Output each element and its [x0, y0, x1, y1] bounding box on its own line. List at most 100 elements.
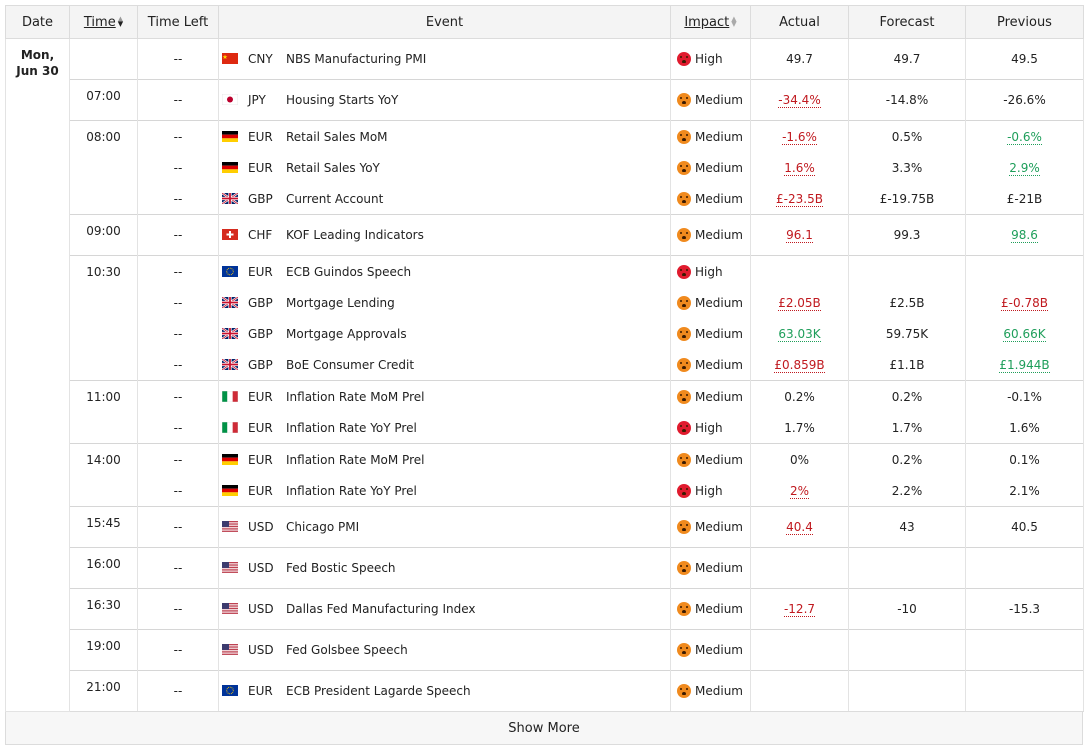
- event-cell[interactable]: USD Fed Bostic Speech: [218, 547, 671, 589]
- event-row[interactable]: -- GBP BoE Consumer Credit Medium £0.859B £1.…: [6, 349, 1084, 381]
- forecast-value: £1.1B: [889, 357, 925, 372]
- forecast-value: 2.2%: [891, 483, 923, 498]
- event-row[interactable]: 08:00 -- EUR Retail Sales MoM Medium -1.6% 0.5…: [6, 120, 1084, 215]
- event-row[interactable]: -- GBP Mortgage Approvals Medium 63.03K 59.75…: [6, 318, 1084, 349]
- event-name[interactable]: Housing Starts YoY: [286, 93, 399, 107]
- event-row[interactable]: 11:00 -- EUR Inflation Rate MoM Prel Medium 0…: [6, 380, 1084, 444]
- event-name[interactable]: Fed Golsbee Speech: [286, 643, 408, 657]
- event-row[interactable]: -- EUR Inflation Rate YoY Prel High 1.7% 1.7%…: [6, 412, 1084, 444]
- event-row[interactable]: -- EUR Retail Sales YoY Medium 1.6% 3.3% 2.9%: [6, 152, 1084, 183]
- event-cell[interactable]: EUR ECB Guindos Speech: [218, 255, 671, 287]
- impact-cell: Medium: [670, 152, 751, 183]
- time-cell: 16:00: [69, 547, 138, 589]
- event-cell[interactable]: GBP Mortgage Approvals: [218, 318, 671, 349]
- event-cell[interactable]: JPY Housing Starts YoY: [218, 79, 671, 121]
- event-row[interactable]: -- GBP Mortgage Lending Medium £2.05B £2.5B £-…: [6, 287, 1084, 318]
- event-row[interactable]: 15:45 -- USD Chicago PMI Medium 40.4 43 40.5: [6, 506, 1084, 548]
- event-cell[interactable]: CHF KOF Leading Indicators: [218, 214, 671, 256]
- previous-value: -26.6%: [1003, 93, 1046, 107]
- event-cell[interactable]: EUR Retail Sales MoM: [218, 120, 671, 152]
- event-name[interactable]: Mortgage Lending: [286, 295, 395, 310]
- impact-cell: Medium: [670, 629, 751, 671]
- event-name[interactable]: Retail Sales YoY: [286, 160, 380, 175]
- event-row[interactable]: -- EUR Inflation Rate YoY Prel High 2% 2.2% 2.…: [6, 475, 1084, 507]
- currency-label: USD: [248, 602, 274, 616]
- event-row[interactable]: 10:30 -- EUR ECB Guindos Speech High: [6, 255, 1084, 381]
- impact-label: Medium: [695, 129, 743, 144]
- event-name[interactable]: KOF Leading Indicators: [286, 228, 424, 242]
- currency-label: GBP: [248, 326, 273, 341]
- header-time-left: Time Left: [137, 5, 219, 39]
- actual-value: 0%: [789, 452, 810, 467]
- time-cell: 10:30: [69, 255, 138, 381]
- time-cell: 21:00: [69, 670, 138, 712]
- event-cell[interactable]: GBP Mortgage Lending: [218, 287, 671, 318]
- time-left-cell: --: [137, 38, 219, 80]
- impact-label: Medium: [695, 602, 743, 616]
- event-name[interactable]: ECB President Lagarde Speech: [286, 684, 471, 698]
- forecast-cell: 2.2%: [848, 475, 966, 507]
- germany-flag-icon: [222, 453, 238, 465]
- event-name[interactable]: Dallas Fed Manufacturing Index: [286, 602, 476, 616]
- event-name[interactable]: Inflation Rate MoM Prel: [286, 452, 425, 467]
- actual-cell: 49.7: [750, 38, 849, 80]
- event-name[interactable]: Current Account: [286, 191, 384, 206]
- time-cell: 14:00: [69, 443, 138, 507]
- event-row[interactable]: 09:00 -- CHF KOF Leading Indicators Medium 96…: [6, 214, 1084, 256]
- impact-label: Medium: [695, 452, 743, 467]
- time-left-cell: --: [137, 670, 219, 712]
- event-row[interactable]: 16:30 -- USD Dallas Fed Manufacturing Index…: [6, 588, 1084, 630]
- impact-label: Medium: [695, 389, 743, 404]
- event-name[interactable]: Chicago PMI: [286, 520, 360, 534]
- forecast-cell: £1.1B: [848, 349, 966, 381]
- event-row[interactable]: Mon, Jun 30 -- CNY NBS Manufacturing PMI High…: [5, 38, 1084, 712]
- impact-medium-icon: [677, 684, 691, 698]
- event-name[interactable]: Inflation Rate MoM Prel: [286, 389, 425, 404]
- time-cell: 16:30: [69, 588, 138, 630]
- event-name[interactable]: Mortgage Approvals: [286, 326, 407, 341]
- event-name[interactable]: BoE Consumer Credit: [286, 357, 415, 372]
- event-cell[interactable]: EUR Inflation Rate YoY Prel: [218, 412, 671, 444]
- event-cell[interactable]: CNY NBS Manufacturing PMI: [218, 38, 671, 80]
- event-cell[interactable]: EUR Inflation Rate MoM Prel: [218, 443, 671, 475]
- event-cell[interactable]: USD Chicago PMI: [218, 506, 671, 548]
- event-cell[interactable]: USD Fed Golsbee Speech: [218, 629, 671, 671]
- japan-flag-icon: [221, 93, 239, 106]
- impact-cell: Medium: [670, 349, 751, 381]
- previous-cell: 2.1%: [965, 475, 1084, 507]
- event-cell[interactable]: EUR Retail Sales YoY: [218, 152, 671, 183]
- event-cell[interactable]: GBP Current Account: [218, 183, 671, 215]
- event-name[interactable]: Retail Sales MoM: [286, 129, 388, 144]
- impact-medium-icon: [677, 602, 691, 616]
- event-name[interactable]: Inflation Rate YoY Prel: [286, 483, 417, 498]
- header-time-sort[interactable]: Time ▲ ▼: [69, 5, 138, 39]
- event-row[interactable]: 14:00 -- EUR Inflation Rate MoM Prel Medium 0…: [6, 443, 1084, 507]
- event-cell[interactable]: EUR ECB President Lagarde Speech: [218, 670, 671, 712]
- event-row[interactable]: 19:00 -- USD Fed Golsbee Speech Medium: [6, 629, 1084, 671]
- event-row[interactable]: 21:00 -- EUR ECB President Lagarde Speech Me…: [6, 670, 1084, 712]
- previous-value: 2.1%: [1009, 483, 1040, 498]
- event-name[interactable]: ECB Guindos Speech: [286, 264, 412, 279]
- event-row[interactable]: 16:00 -- USD Fed Bostic Speech Medium: [6, 547, 1084, 589]
- event-row[interactable]: 07:00 -- JPY Housing Starts YoY Medium -34.4%…: [6, 79, 1084, 121]
- event-cell[interactable]: USD Dallas Fed Manufacturing Index: [218, 588, 671, 630]
- time-left-cell: --: [137, 629, 219, 671]
- event-cell[interactable]: EUR Inflation Rate YoY Prel: [218, 475, 671, 507]
- event-cell[interactable]: GBP BoE Consumer Credit: [218, 349, 671, 381]
- currency-label: EUR: [248, 420, 273, 435]
- header-impact-sort[interactable]: Impact ▲ ▼: [670, 5, 751, 39]
- date-cell: Mon, Jun 30: [5, 38, 70, 712]
- event-cell[interactable]: EUR Inflation Rate MoM Prel: [218, 380, 671, 412]
- actual-cell: £0.859B: [750, 349, 849, 381]
- previous-cell: 1.6%: [965, 412, 1084, 444]
- actual-cell: [750, 255, 849, 287]
- event-name[interactable]: Fed Bostic Speech: [286, 561, 396, 575]
- event-name[interactable]: Inflation Rate YoY Prel: [286, 420, 417, 435]
- event-name[interactable]: NBS Manufacturing PMI: [286, 52, 427, 66]
- forecast-cell: £-19.75B: [848, 183, 966, 215]
- uk-flag-icon: [221, 326, 239, 340]
- forecast-value: £-19.75B: [879, 191, 935, 206]
- event-row[interactable]: -- GBP Current Account Medium £-23.5B £-19.75…: [6, 183, 1084, 215]
- time-cell: 09:00: [69, 214, 138, 256]
- show-more-button[interactable]: Show More: [5, 712, 1083, 745]
